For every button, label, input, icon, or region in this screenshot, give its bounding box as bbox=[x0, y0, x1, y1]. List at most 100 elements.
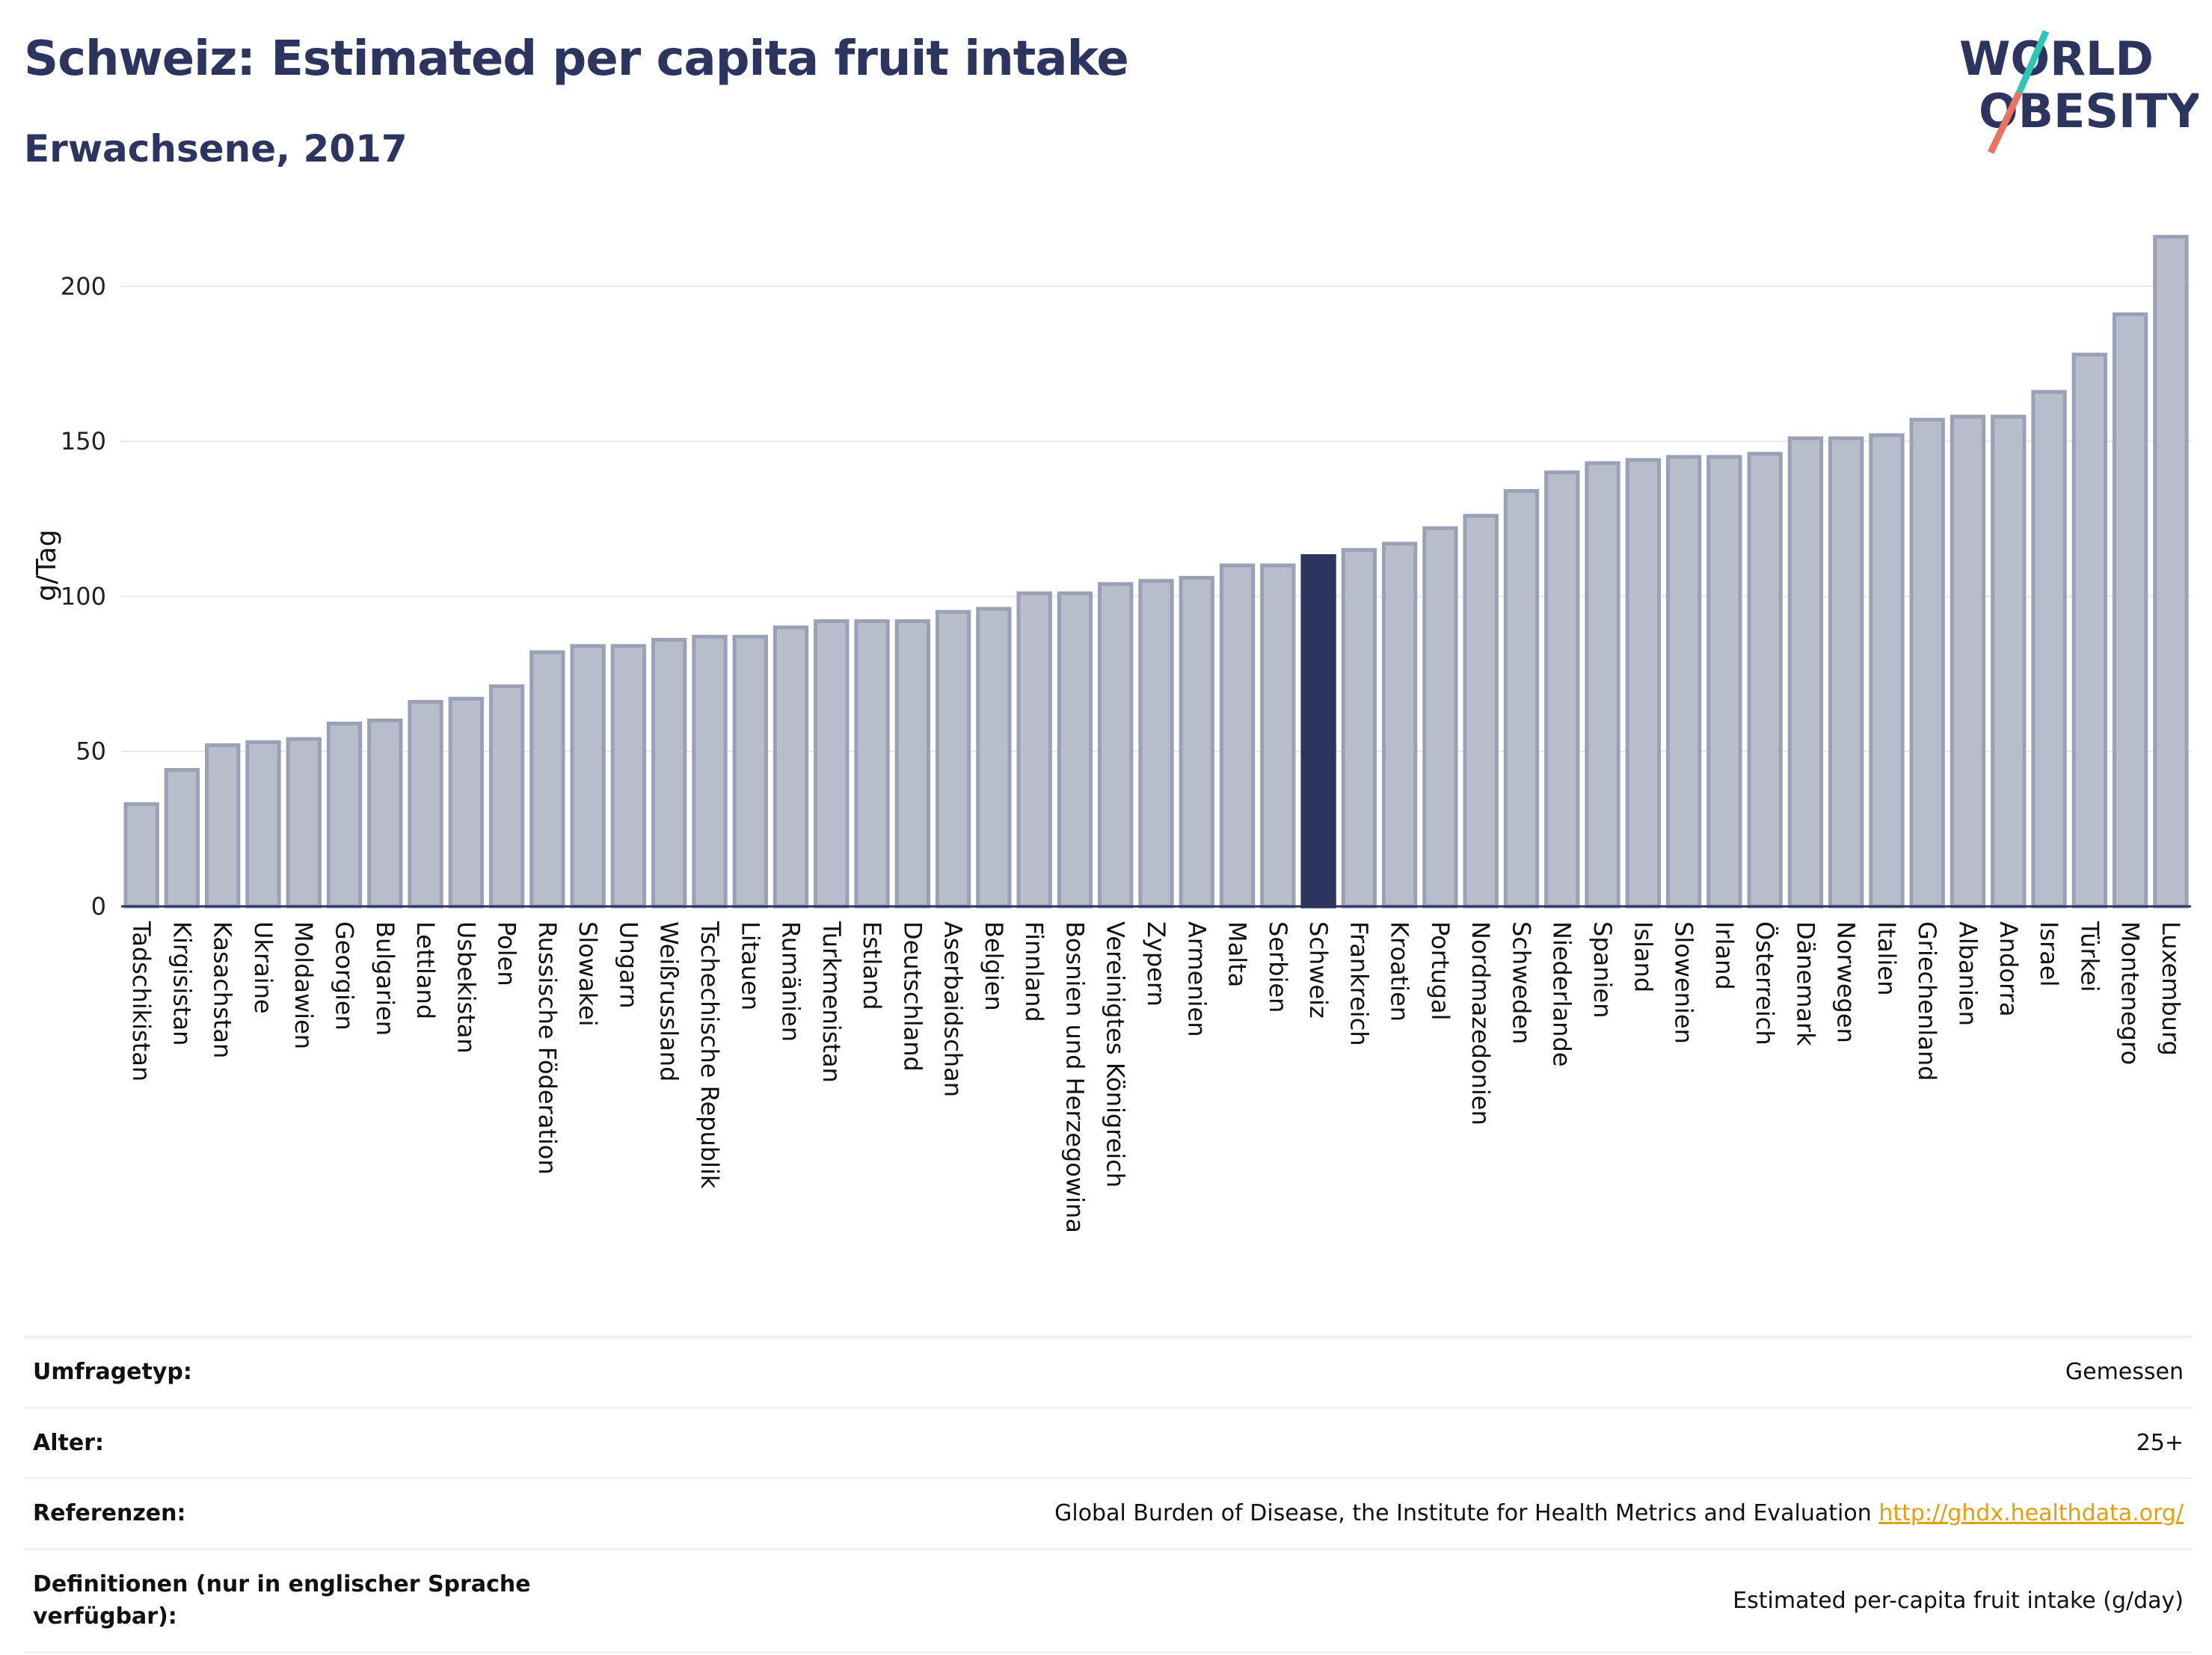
bar bbox=[2112, 312, 2148, 909]
x-tick-label: Vereinigtes Königreich bbox=[1102, 921, 1130, 1188]
x-tick-label: Frankreich bbox=[1345, 921, 1373, 1046]
info-label: Umfragetyp: bbox=[33, 1359, 192, 1385]
info-table: Umfragetyp: Gemessen Alter: 25+ Referenz… bbox=[24, 1336, 2193, 1654]
bar bbox=[1179, 576, 1214, 909]
bar bbox=[286, 737, 322, 909]
y-tick-label: 100 bbox=[61, 582, 106, 610]
x-tick-label: Montenegro bbox=[2116, 921, 2145, 1065]
x-tick-label: Malta bbox=[1223, 921, 1252, 987]
x-tick-label: Tschechische Republik bbox=[695, 921, 724, 1189]
x-tick-label: Island bbox=[1629, 921, 1657, 992]
bar bbox=[367, 718, 403, 909]
x-tick-label: Polen bbox=[493, 921, 521, 986]
bar bbox=[1787, 436, 1824, 909]
x-tick-label: Kroatien bbox=[1386, 921, 1414, 1022]
world-obesity-logo[interactable]: WORLD OBESITY bbox=[1944, 22, 2199, 157]
bar bbox=[1422, 526, 1458, 909]
x-tick-label: Österreich bbox=[1751, 921, 1779, 1045]
info-row-definitions: Definitionen (nur in englischer Sprache … bbox=[24, 1549, 2193, 1652]
bar bbox=[772, 625, 809, 909]
bar bbox=[205, 743, 241, 909]
y-tick-label: 50 bbox=[76, 737, 106, 766]
chart-subtitle: Erwachsene, 2017 bbox=[24, 127, 408, 171]
info-value-container: Global Burden of Disease, the Institute … bbox=[565, 1479, 2193, 1550]
x-tick-label: Tadschikistan bbox=[127, 921, 156, 1081]
bar bbox=[814, 619, 850, 909]
x-tick-label: Slowakei bbox=[574, 921, 602, 1027]
info-row-survey-type: Umfragetyp: Gemessen bbox=[24, 1336, 2193, 1408]
y-tick-label: 150 bbox=[61, 427, 106, 455]
bar bbox=[1341, 547, 1377, 909]
bar bbox=[1950, 414, 1986, 909]
x-tick-label: Griechenland bbox=[1913, 921, 1941, 1081]
x-tick-label: Zypern bbox=[1142, 921, 1170, 1007]
bar bbox=[651, 637, 687, 909]
bar bbox=[164, 768, 200, 909]
info-label: Referenzen: bbox=[33, 1500, 186, 1526]
reference-text: Global Burden of Disease, the Institute … bbox=[1054, 1500, 1872, 1527]
x-tick-label: Irland bbox=[1710, 921, 1739, 990]
y-tick-label: 200 bbox=[61, 272, 106, 301]
x-tick-label: Finnland bbox=[1020, 921, 1048, 1022]
x-tick-label: Spanien bbox=[1588, 921, 1617, 1018]
x-tick-label: Litauen bbox=[736, 921, 764, 1010]
info-row-age: Alter: 25+ bbox=[24, 1407, 2193, 1479]
bar bbox=[976, 607, 1012, 909]
bar bbox=[1869, 433, 1905, 909]
x-tick-label: Rumänien bbox=[777, 921, 805, 1042]
bar bbox=[1463, 514, 1499, 909]
info-row-references: Referenzen: Global Burden of Disease, th… bbox=[24, 1478, 2193, 1550]
x-tick-label: Dänemark bbox=[1791, 921, 1819, 1046]
x-tick-label: Lettland bbox=[411, 921, 440, 1019]
x-tick-label: Russische Föderation bbox=[533, 921, 562, 1175]
bar bbox=[1057, 591, 1093, 909]
bar bbox=[448, 696, 485, 909]
bar bbox=[2031, 390, 2067, 909]
bar bbox=[1991, 414, 2027, 909]
bar bbox=[692, 634, 728, 909]
x-tick-label: Schweiz bbox=[1304, 921, 1333, 1019]
x-tick-label: Portugal bbox=[1426, 921, 1454, 1021]
bar-chart: 0 50 100 150 200 g/Tag Tadschikistan Kirgisista… bbox=[31, 235, 2191, 1233]
x-tick-label: Nordmazedonien bbox=[1466, 921, 1495, 1126]
bar bbox=[1665, 455, 1702, 909]
info-value: Estimated per-capita fruit intake (g/day… bbox=[1733, 1587, 2184, 1614]
bar bbox=[1300, 554, 1336, 909]
x-tick-label: Slowenien bbox=[1670, 921, 1698, 1044]
bar bbox=[1381, 541, 1418, 909]
x-tick-label: Georgien bbox=[331, 921, 359, 1031]
bar bbox=[123, 802, 159, 909]
bar bbox=[245, 740, 281, 909]
bar bbox=[326, 721, 363, 909]
bar bbox=[1909, 417, 1945, 909]
bar bbox=[1138, 579, 1174, 909]
reference-link[interactable]: http://ghdx.healthdata.org/ bbox=[1878, 1500, 2184, 1527]
x-tick-label: Türkei bbox=[2075, 921, 2104, 992]
bar bbox=[2153, 235, 2189, 909]
info-value: Gemessen bbox=[2065, 1359, 2184, 1386]
bar bbox=[1260, 563, 1296, 909]
x-tick-label: Belgien bbox=[980, 921, 1008, 1011]
bar bbox=[1747, 452, 1783, 909]
x-tick-label: Usbekistan bbox=[452, 921, 480, 1054]
x-tick-label: Weißrussland bbox=[655, 921, 683, 1081]
x-tick-label: Deutschland bbox=[898, 921, 927, 1072]
x-tick-label: Bulgarien bbox=[371, 921, 399, 1036]
x-tick-label: Bosnien und Herzegowina bbox=[1060, 921, 1089, 1233]
bar bbox=[1503, 489, 1540, 909]
x-tick-label: Estland bbox=[858, 921, 886, 1010]
x-tick-label: Israel bbox=[2035, 921, 2063, 986]
bar bbox=[408, 699, 443, 909]
logo-slash-teal bbox=[2015, 30, 2050, 94]
bar bbox=[1098, 582, 1134, 909]
chart-title: Schweiz: Estimated per capita fruit inta… bbox=[24, 31, 1129, 87]
bar bbox=[529, 650, 565, 909]
logo-text-world: WORLD bbox=[1959, 31, 2154, 86]
bar bbox=[1625, 458, 1661, 909]
x-tick-label: Albanien bbox=[1953, 921, 1982, 1026]
bar bbox=[1585, 461, 1620, 909]
bar bbox=[1219, 563, 1256, 909]
bar bbox=[1016, 591, 1052, 909]
logo-slash-coral bbox=[1987, 91, 2023, 154]
x-tick-label: Turkmenistan bbox=[817, 921, 846, 1083]
